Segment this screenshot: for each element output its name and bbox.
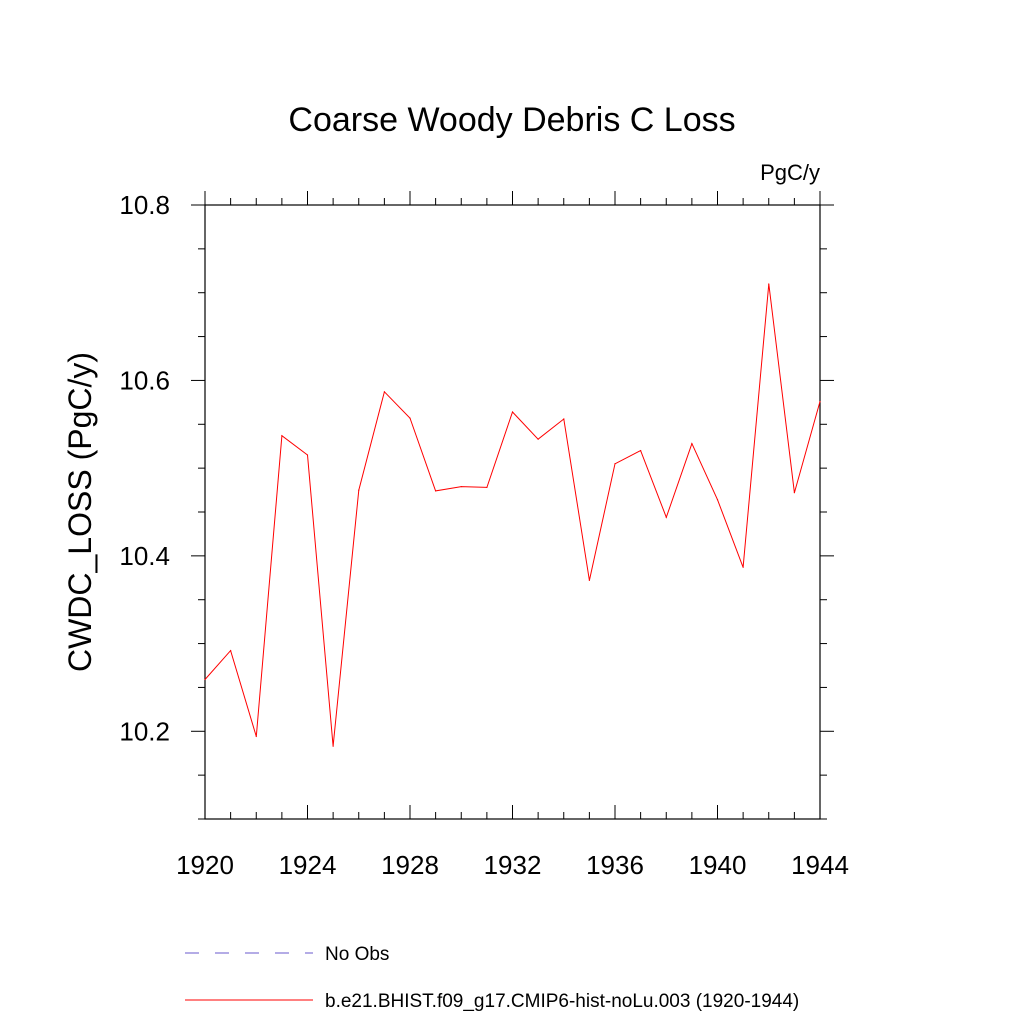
chart-title: Coarse Woody Debris C Loss <box>288 101 735 139</box>
data-point <box>742 566 744 568</box>
plot-frame <box>204 204 821 820</box>
y-tick-label: 10.8 <box>119 190 170 220</box>
axis-ticks <box>191 191 834 820</box>
data-point <box>665 516 667 518</box>
data-point <box>281 435 283 437</box>
x-tick-label: 1932 <box>484 850 542 880</box>
data-point <box>306 454 309 456</box>
data-point <box>486 486 488 489</box>
data-point <box>588 579 590 582</box>
data-point <box>383 391 385 393</box>
data-point <box>230 649 232 652</box>
y-tick-label: 10.2 <box>119 716 170 746</box>
data-point <box>204 678 206 681</box>
axis-tick-labels: 1920 1924 1928 1932 1936 1940 1944 10.2 10.4 10.6… <box>119 190 849 880</box>
x-tick-label: 1944 <box>791 850 849 880</box>
data-point <box>409 417 411 419</box>
data-point <box>332 745 334 747</box>
legend: No Obs b.e21.BHIST.f09_g17.CMIP6-hist-noL… <box>185 944 799 1012</box>
data-point <box>768 283 770 285</box>
data-point <box>640 450 642 452</box>
series-line-0 <box>204 283 821 747</box>
x-tick-label: 1920 <box>176 850 234 880</box>
data-point <box>358 489 360 491</box>
data-point <box>614 463 616 465</box>
y-tick-label: 10.6 <box>119 365 170 395</box>
y-axis-label: CWDC_LOSS (PgC/y) <box>62 352 98 672</box>
legend-label-0: No Obs <box>325 944 389 965</box>
units-label: PgC/y <box>760 160 820 185</box>
x-tick-label: 1940 <box>689 850 747 880</box>
x-tick-label: 1928 <box>381 850 439 880</box>
y-tick-label: 10.4 <box>119 541 170 571</box>
data-point <box>793 492 795 494</box>
data-point <box>511 411 514 413</box>
data-point <box>255 735 257 738</box>
data-point <box>691 442 693 445</box>
data-point <box>537 438 539 440</box>
series-group <box>204 283 821 747</box>
data-point <box>460 485 462 488</box>
data-point <box>563 418 565 420</box>
data-point <box>435 490 437 492</box>
x-tick-label: 1936 <box>586 850 644 880</box>
legend-label-1: b.e21.BHIST.f09_g17.CMIP6-hist-noLu.003 … <box>325 991 799 1012</box>
x-tick-label: 1924 <box>279 850 337 880</box>
data-point <box>716 499 719 501</box>
data-point <box>819 400 821 403</box>
